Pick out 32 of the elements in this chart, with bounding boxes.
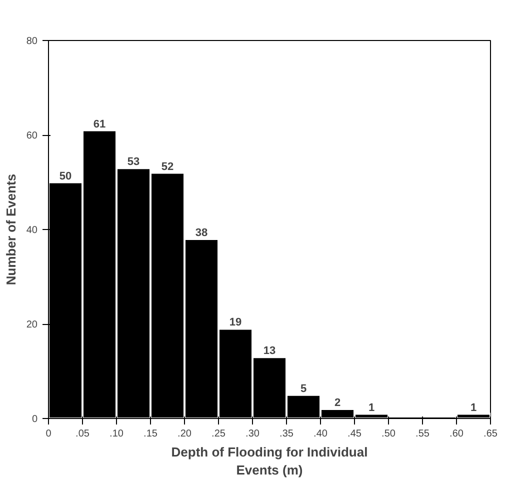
data-label: 1 [368,402,375,414]
data-label: 13 [263,345,276,358]
y-tick-label: 80 [26,36,38,47]
y-tick-label: 40 [26,225,38,236]
data-label: 61 [93,118,106,130]
x-tick-label: .20 [178,428,192,440]
data-label: 53 [127,156,140,168]
x-tick-label: .40 [314,428,328,440]
x-tick-label: .55 [416,428,430,440]
x-tick-label: .50 [382,428,396,440]
data-label: 1 [470,402,477,414]
data-label: 52 [161,160,174,173]
x-tick-label: .45 [348,428,362,440]
data-label: 38 [195,226,208,239]
data-label: 5 [300,382,307,395]
x-tick-label: .65 [484,428,498,440]
data-label: 50 [59,170,72,182]
x-tick-label: .05 [76,428,90,440]
x-tick-label: .10 [110,428,124,440]
x-axis-title: Depth of Flooding for Individual Events (m) [171,444,368,478]
y-tick-label: 0 [32,414,38,425]
data-label: 2 [334,397,341,410]
y-tick-label: 20 [26,320,38,330]
x-tick-label: .15 [144,428,158,440]
x-tick-label: .30 [246,428,260,440]
x-tick-label: .60 [450,428,464,440]
y-tick-label: 60 [26,130,38,142]
x-tick-label: .35 [280,428,294,440]
x-tick-label: 0 [46,428,52,440]
x-tick-label: .25 [212,428,226,440]
y-axis-title: Number of Events [3,174,18,286]
data-label: 19 [229,316,242,329]
